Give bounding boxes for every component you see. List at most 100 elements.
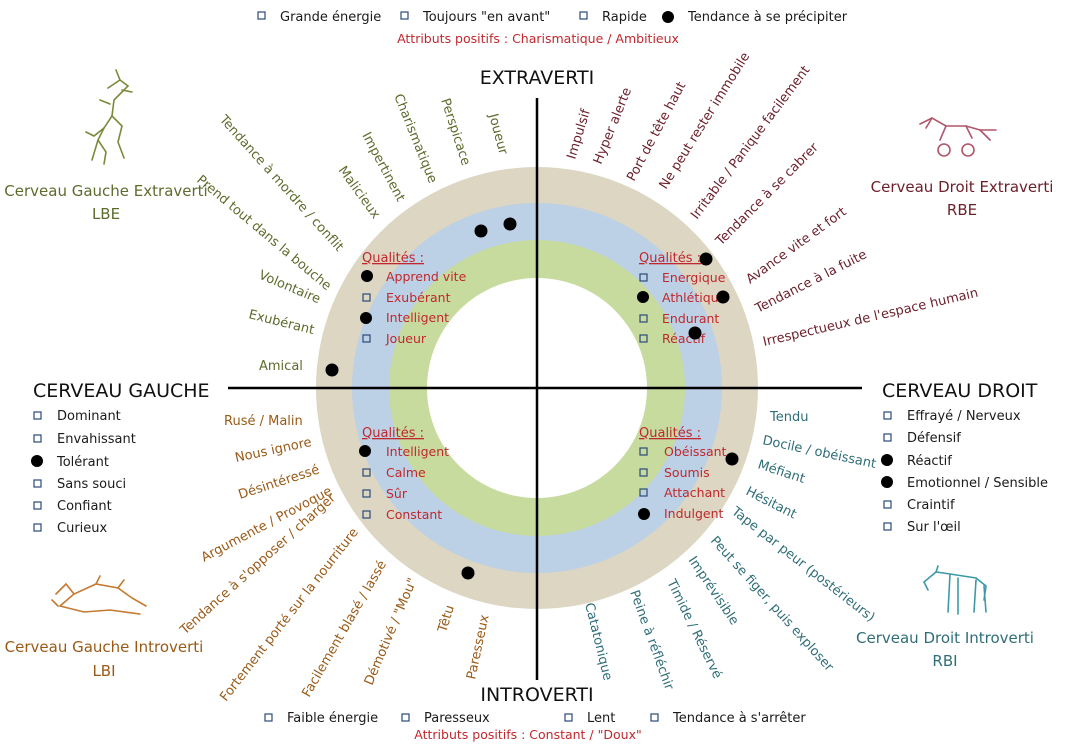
quality-item: Intelligent: [386, 310, 449, 325]
list-item: Sans souci: [57, 477, 126, 492]
list-item: Dominant: [57, 409, 121, 424]
list-item: Tolérant: [56, 455, 109, 470]
ring-dot: [699, 252, 713, 266]
quality-item: Attachant: [664, 485, 725, 500]
list-square-marker: [33, 523, 42, 532]
legend-item: Paresseux: [424, 711, 490, 726]
quality-item: Joueur: [385, 331, 427, 346]
qualities-title: Qualités :: [362, 426, 424, 441]
quality-dot-marker: [359, 445, 371, 457]
trait-label: Amical: [259, 359, 303, 374]
ring-dot: [688, 326, 702, 340]
ring-dots: [325, 217, 739, 580]
trait-label: Rusé / Malin: [224, 414, 303, 429]
legend-square-marker: [264, 713, 273, 722]
trait-label: Exubérant: [247, 307, 316, 338]
quality-item: Sûr: [386, 486, 408, 501]
ring-dot: [716, 290, 730, 304]
qualities-title: Qualités :: [362, 251, 424, 266]
quality-item: Indulgent: [664, 506, 723, 521]
list-dot-marker: [881, 476, 893, 488]
axis-label-right: CERVEAU DROIT: [882, 380, 1038, 402]
trait-label: Malicieux: [335, 164, 383, 222]
right-list: Effrayé / Nerveux Défensif Réactif Emoti…: [881, 409, 1048, 535]
legend-item: Tendance à s'arrêter: [672, 711, 806, 726]
legend-item: Faible énergie: [287, 711, 378, 726]
legend-square-marker: [564, 713, 573, 722]
bottom-legend: Faible énergie Paresseux Lent Tendance à…: [264, 711, 806, 742]
corner-code-lbe: LBE: [92, 205, 120, 223]
quality-item: Apprend vite: [386, 269, 467, 284]
quality-square-marker: [362, 468, 371, 477]
legend-item: Toujours "en avant": [422, 10, 550, 25]
quality-square-marker: [639, 334, 648, 343]
bottom-subtitle: Attributs positifs : Constant / "Doux": [414, 727, 641, 742]
qualities-title: Qualités :: [639, 426, 701, 441]
list-square-marker: [33, 434, 42, 443]
list-item: Envahissant: [57, 432, 136, 447]
trait-label: Paresseux: [464, 613, 492, 681]
horse-running-icon: [919, 117, 997, 157]
list-item: Emotionnel / Sensible: [907, 476, 1048, 491]
trait-label: Charismatique: [390, 92, 439, 186]
quality-item: Obéissant: [664, 444, 727, 459]
list-square-marker: [883, 411, 892, 420]
trait-label: Tendance à s'opposer / charger: [177, 490, 339, 638]
qualities-title: Qualités :: [639, 251, 701, 266]
list-square-marker: [883, 522, 892, 531]
legend-square-marker: [579, 11, 588, 20]
list-item: Sur l'œil: [907, 520, 961, 535]
trait-label: Têtu: [435, 604, 458, 636]
trait-label: Irritable / Panique facilement: [688, 63, 813, 222]
qualities-upper-left: Qualités : Apprend vite Exubérant Intell…: [360, 251, 467, 346]
corner-code-rbi: RBI: [932, 652, 957, 670]
legend-square-marker: [650, 713, 659, 722]
quality-square-marker: [362, 293, 371, 302]
trait-label: Tendance à mordre / conflit: [215, 112, 346, 255]
axis-label-top: EXTRAVERTI: [480, 67, 595, 89]
legend-item: Grande énergie: [280, 10, 381, 25]
quality-item: Endurant: [662, 311, 719, 326]
trait-label: Nous ignore: [234, 435, 313, 466]
list-square-marker: [33, 501, 42, 510]
corner-label-lbe: Cerveau Gauche Extraverti: [4, 182, 207, 200]
quality-square-marker: [362, 334, 371, 343]
top-subtitle: Attributs positifs : Charismatique / Amb…: [397, 31, 679, 46]
quality-dot-marker: [637, 291, 649, 303]
quality-square-marker: [362, 510, 371, 519]
qualities-lower-right: Qualités : Obéissant Soumis Attachant In…: [638, 426, 727, 521]
qualities-upper-right: Qualités : Energique Athlétique Endurant…: [637, 251, 727, 346]
corner-label-rbi: Cerveau Droit Introverti: [856, 629, 1034, 647]
list-item: Réactif: [907, 454, 952, 469]
trait-label: Fortement porté sur la nourriture: [217, 525, 361, 704]
ring-dot: [325, 363, 339, 377]
quality-square-marker: [639, 447, 648, 456]
corner-code-lbi: LBI: [92, 662, 115, 680]
quality-square-marker: [639, 314, 648, 323]
trait-label: Joueur: [485, 111, 511, 157]
quality-item: Calme: [386, 465, 426, 480]
legend-square-marker: [400, 11, 409, 20]
trait-label: Impulsif: [564, 107, 594, 161]
top-legend: Grande énergie Toujours "en avant" Rapid…: [257, 10, 848, 46]
corner-code-rbe: RBE: [947, 201, 977, 219]
trait-label: Catatonique: [581, 601, 615, 682]
quality-dot-marker: [361, 270, 373, 282]
quality-item: Exubérant: [386, 290, 451, 305]
quality-item: Soumis: [664, 465, 710, 480]
list-square-marker: [883, 433, 892, 442]
trait-label: Perspicace: [437, 97, 473, 168]
legend-dot-marker: [662, 11, 674, 23]
corner-label-rbe: Cerveau Droit Extraverti: [871, 178, 1054, 196]
qualities-lower-left: Qualités : Intelligent Calme Sûr Constan…: [359, 426, 449, 522]
legend-item: Tendance à se précipiter: [687, 10, 848, 25]
legend-item: Lent: [587, 711, 615, 726]
list-item: Effrayé / Nerveux: [907, 409, 1021, 424]
trait-label: Tendu: [769, 410, 808, 425]
ring-dot: [461, 566, 475, 580]
list-item: Défensif: [907, 431, 961, 446]
legend-square-marker: [257, 11, 266, 20]
axis-label-bottom: INTROVERTI: [480, 684, 593, 706]
horse-lying-icon: [51, 575, 147, 615]
